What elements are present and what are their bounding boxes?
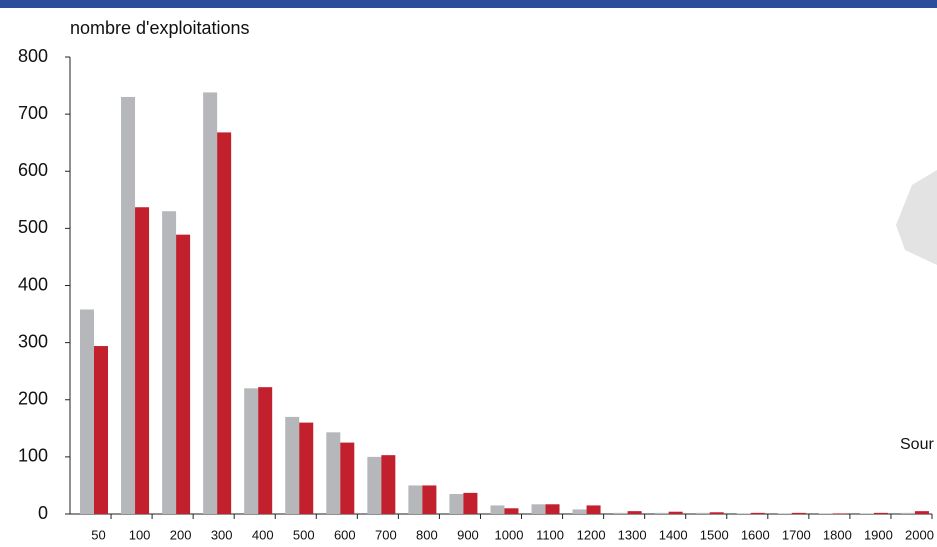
x-tick-label: 1700 bbox=[782, 527, 811, 542]
bar bbox=[244, 388, 259, 514]
y-tick-label: 100 bbox=[18, 446, 48, 466]
y-tick-label: 200 bbox=[18, 389, 48, 409]
x-tick-label: 600 bbox=[334, 527, 356, 542]
x-tick-label: 1200 bbox=[577, 527, 606, 542]
bar bbox=[449, 494, 464, 514]
x-tick-label: 1600 bbox=[741, 527, 770, 542]
x-tick-label: 1500 bbox=[700, 527, 729, 542]
annotation: Sour bbox=[900, 436, 934, 453]
x-tick-label: 2000 bbox=[905, 527, 934, 542]
x-tick-label: 100 bbox=[129, 527, 151, 542]
x-tick-label: 400 bbox=[252, 527, 274, 542]
bar bbox=[736, 513, 751, 514]
y-tick-label: 300 bbox=[18, 331, 48, 351]
bar bbox=[340, 442, 355, 514]
bar bbox=[900, 512, 915, 514]
bar bbox=[613, 512, 628, 514]
x-tick-label: 1900 bbox=[864, 527, 893, 542]
bar bbox=[422, 485, 437, 514]
bar bbox=[627, 511, 642, 514]
bar bbox=[80, 309, 94, 514]
y-tick-label: 600 bbox=[18, 160, 48, 180]
bar bbox=[709, 512, 724, 514]
bar bbox=[504, 508, 519, 514]
bar bbox=[367, 456, 382, 514]
bar bbox=[873, 512, 888, 514]
x-tick-label: 1800 bbox=[823, 527, 852, 542]
bar bbox=[463, 492, 478, 514]
bar bbox=[859, 513, 874, 514]
bar bbox=[408, 485, 423, 514]
bar bbox=[176, 234, 191, 514]
bar bbox=[572, 509, 587, 514]
x-tick-label: 300 bbox=[211, 527, 233, 542]
bar bbox=[326, 432, 341, 514]
bar bbox=[285, 416, 300, 514]
bar bbox=[381, 455, 396, 514]
y-tick-label: 500 bbox=[18, 217, 48, 237]
bar bbox=[586, 505, 601, 514]
bar bbox=[832, 513, 847, 514]
x-tick-label: 800 bbox=[416, 527, 438, 542]
bar bbox=[695, 512, 710, 514]
x-tick-label: 1000 bbox=[495, 527, 524, 542]
bar bbox=[490, 505, 505, 514]
background-shape bbox=[896, 170, 937, 265]
x-tick-label: 700 bbox=[375, 527, 397, 542]
bar bbox=[135, 207, 150, 514]
x-tick-label: 50 bbox=[91, 527, 105, 542]
bar bbox=[654, 512, 669, 514]
y-axis-label: nombre d'exploitations bbox=[70, 18, 250, 38]
bar bbox=[791, 512, 806, 514]
bar bbox=[668, 511, 683, 514]
bar bbox=[258, 387, 273, 514]
y-tick-label: 400 bbox=[18, 274, 48, 294]
bar bbox=[777, 513, 792, 514]
y-tick-label: 800 bbox=[18, 46, 48, 66]
bar bbox=[121, 96, 136, 515]
bar bbox=[203, 92, 218, 514]
bar bbox=[818, 513, 833, 514]
bar bbox=[750, 512, 765, 514]
x-tick-label: 1100 bbox=[536, 527, 564, 542]
bar bbox=[914, 511, 929, 514]
bar bbox=[94, 346, 108, 514]
x-tick-label: 900 bbox=[457, 527, 479, 542]
x-tick-label: 500 bbox=[293, 527, 315, 542]
bar bbox=[217, 132, 232, 514]
y-tick-label: 0 bbox=[38, 503, 48, 523]
bar bbox=[531, 504, 546, 514]
bar bbox=[545, 504, 560, 514]
header-band bbox=[0, 0, 937, 8]
bar bbox=[299, 422, 314, 514]
x-tick-label: 200 bbox=[170, 527, 192, 542]
y-tick-label: 700 bbox=[18, 103, 48, 123]
x-tick-label: 1300 bbox=[618, 527, 647, 542]
bar bbox=[162, 211, 177, 515]
x-tick-label: 1400 bbox=[659, 527, 688, 542]
